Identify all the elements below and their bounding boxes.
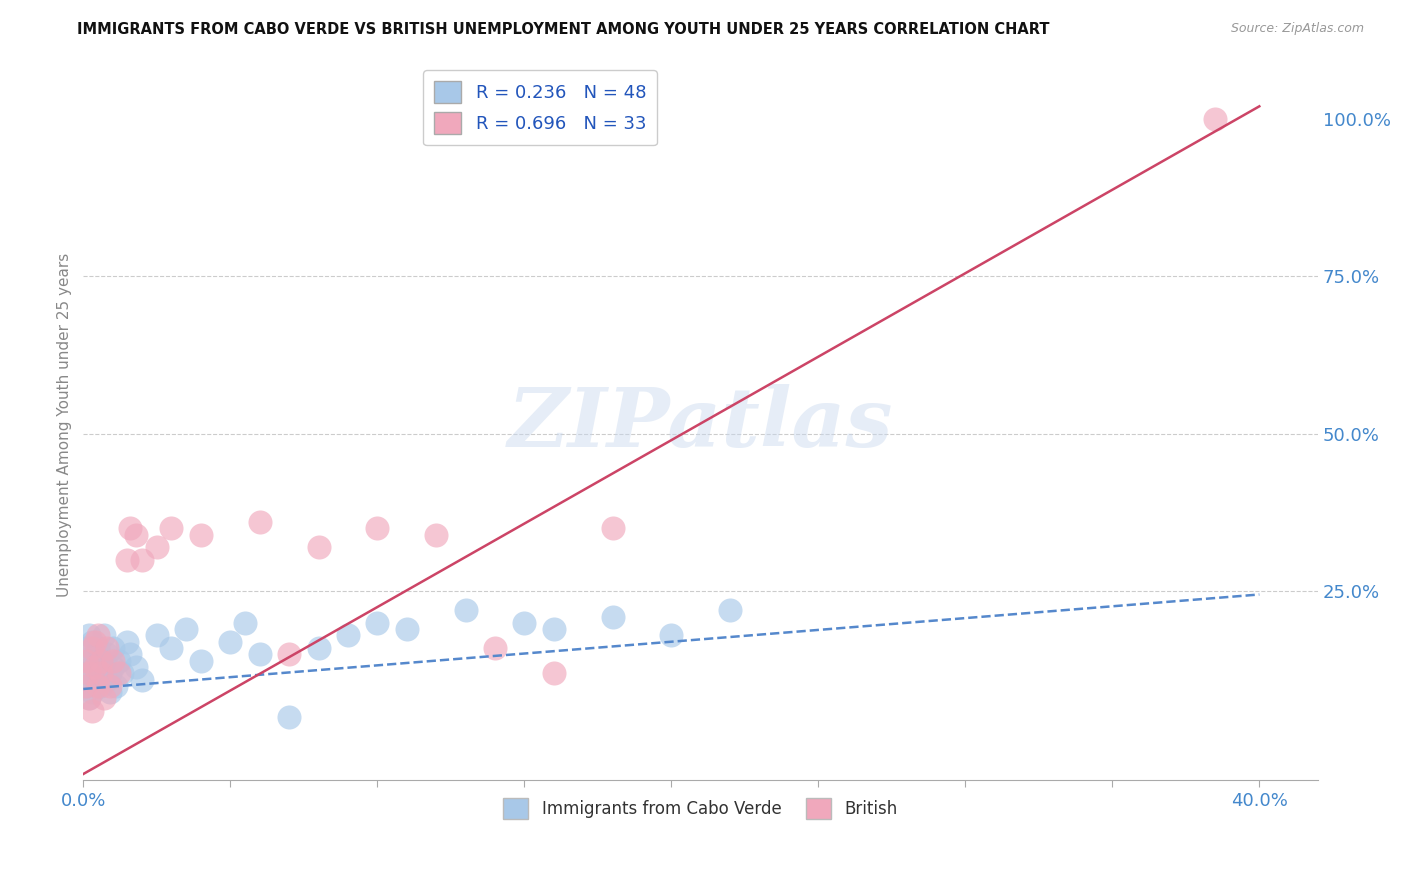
Point: [308, 640, 330, 655]
Point: [249, 515, 271, 529]
Point: [98, 666, 121, 681]
Point: [93, 628, 115, 642]
Point: [602, 521, 624, 535]
Text: Source: ZipAtlas.com: Source: ZipAtlas.com: [1230, 22, 1364, 36]
Point: [98, 685, 121, 699]
Point: [174, 622, 197, 636]
Point: [75, 654, 97, 668]
Point: [104, 679, 127, 693]
Point: [249, 648, 271, 662]
Point: [87, 628, 110, 642]
Point: [366, 521, 388, 535]
Text: ZIPatlas: ZIPatlas: [508, 384, 893, 465]
Point: [308, 540, 330, 554]
Point: [77, 654, 100, 668]
Point: [82, 640, 104, 655]
Point: [602, 609, 624, 624]
Point: [190, 654, 212, 668]
Point: [93, 691, 115, 706]
Point: [190, 527, 212, 541]
Point: [543, 622, 565, 636]
Point: [84, 673, 107, 687]
Point: [90, 660, 112, 674]
Legend: Immigrants from Cabo Verde, British: Immigrants from Cabo Verde, British: [496, 792, 904, 825]
Point: [454, 603, 477, 617]
Point: [543, 666, 565, 681]
Point: [82, 685, 104, 699]
Point: [77, 691, 100, 706]
Point: [101, 640, 124, 655]
Point: [395, 622, 418, 636]
Point: [366, 615, 388, 630]
Point: [93, 654, 115, 668]
Point: [87, 666, 110, 681]
Point: [84, 634, 107, 648]
Point: [425, 527, 447, 541]
Point: [84, 648, 107, 662]
Point: [160, 521, 183, 535]
Point: [77, 628, 100, 642]
Point: [82, 634, 104, 648]
Point: [96, 648, 118, 662]
Point: [120, 648, 142, 662]
Point: [117, 553, 139, 567]
Point: [513, 615, 536, 630]
Point: [484, 640, 506, 655]
Point: [131, 673, 153, 687]
Point: [98, 679, 121, 693]
Point: [87, 679, 110, 693]
Point: [120, 521, 142, 535]
Point: [101, 660, 124, 674]
Point: [75, 666, 97, 681]
Y-axis label: Unemployment Among Youth under 25 years: Unemployment Among Youth under 25 years: [58, 252, 72, 597]
Point: [718, 603, 741, 617]
Point: [278, 710, 301, 724]
Point: [96, 640, 118, 655]
Point: [82, 660, 104, 674]
Point: [125, 527, 148, 541]
Point: [75, 640, 97, 655]
Point: [96, 673, 118, 687]
Point: [90, 666, 112, 681]
Point: [160, 640, 183, 655]
Point: [1204, 112, 1226, 126]
Point: [87, 640, 110, 655]
Point: [90, 679, 112, 693]
Point: [146, 628, 169, 642]
Point: [82, 704, 104, 718]
Point: [336, 628, 359, 642]
Point: [75, 679, 97, 693]
Point: [84, 660, 107, 674]
Point: [219, 634, 242, 648]
Point: [101, 654, 124, 668]
Point: [90, 654, 112, 668]
Text: IMMIGRANTS FROM CABO VERDE VS BRITISH UNEMPLOYMENT AMONG YOUTH UNDER 25 YEARS CO: IMMIGRANTS FROM CABO VERDE VS BRITISH UN…: [77, 22, 1050, 37]
Point: [77, 666, 100, 681]
Point: [107, 654, 129, 668]
Point: [75, 679, 97, 693]
Point: [146, 540, 169, 554]
Point: [131, 553, 153, 567]
Point: [77, 691, 100, 706]
Point: [233, 615, 256, 630]
Point: [117, 634, 139, 648]
Point: [110, 666, 132, 681]
Point: [278, 648, 301, 662]
Point: [125, 660, 148, 674]
Point: [659, 628, 682, 642]
Point: [107, 666, 129, 681]
